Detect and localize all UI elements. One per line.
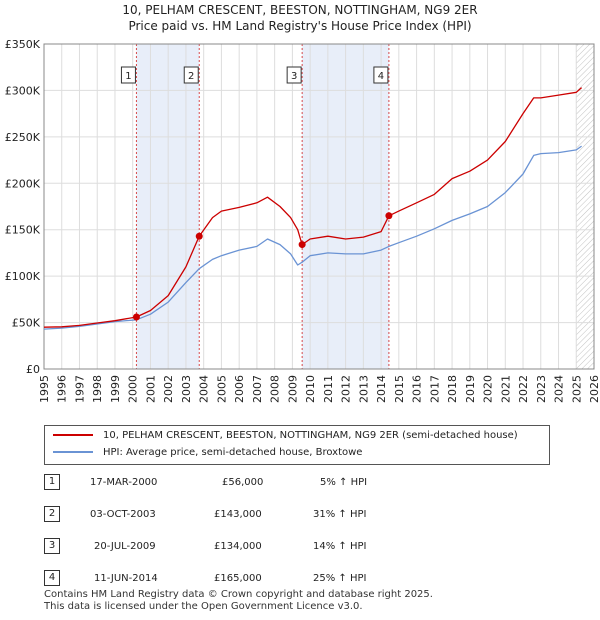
x-tick-label: 2021 [499, 375, 512, 403]
x-tick-label: 2022 [517, 375, 530, 403]
sale-hpi-change: 14% ↑ HPI [313, 541, 367, 552]
x-tick-label: 2005 [215, 375, 228, 403]
x-tick-label: 2023 [535, 375, 548, 403]
x-tick-label: 2015 [393, 375, 406, 403]
sale-hpi-change: 31% ↑ HPI [313, 509, 367, 520]
x-tick-label: 1997 [73, 375, 86, 403]
sale-label-text: 3 [291, 71, 297, 82]
x-tick-label: 2002 [162, 375, 175, 403]
sale-price: £143,000 [214, 509, 262, 520]
x-tick-label: 2013 [357, 375, 370, 403]
chart-legend: 10, PELHAM CRESCENT, BEESTON, NOTTINGHAM… [44, 425, 550, 465]
table-row: 3 20-JUL-2009 £134,000 14% ↑ HPI [44, 538, 404, 558]
legend-swatch-hpi [53, 451, 93, 453]
y-tick-label: £100K [5, 270, 41, 283]
legend-swatch-property [53, 434, 93, 436]
property-series-line [43, 87, 583, 328]
chart-subtitle: Price paid vs. HM Land Registry's House … [128, 19, 472, 33]
footer-copyright: Contains HM Land Registry data © Crown c… [44, 589, 433, 600]
forecast-hatch [576, 44, 594, 369]
footer: Contains HM Land Registry data © Crown c… [44, 589, 433, 613]
x-tick-label: 2000 [127, 375, 140, 403]
x-tick-label: 2026 [588, 375, 600, 403]
sale-price: £165,000 [214, 573, 262, 584]
x-tick-label: 2003 [180, 375, 193, 403]
x-tick-label: 2010 [304, 375, 317, 403]
x-tick-label: 2020 [482, 375, 495, 403]
x-tick-label: 2014 [375, 375, 388, 403]
sale-label-box [120, 66, 136, 84]
sale-label-box [183, 66, 199, 84]
legend-item-hpi: HPI: Average price, semi-detached house,… [53, 445, 362, 461]
legend-label-property: 10, PELHAM CRESCENT, BEESTON, NOTTINGHAM… [103, 430, 518, 441]
sale-number-badge: 3 [44, 538, 60, 554]
y-tick-label: £0 [26, 363, 40, 376]
sale-hpi-change: 25% ↑ HPI [313, 573, 367, 584]
sale-date: 20-JUL-2009 [94, 541, 156, 552]
legend-label-hpi: HPI: Average price, semi-detached house,… [103, 447, 363, 458]
sale-point [195, 232, 203, 240]
chart-title: 10, PELHAM CRESCENT, BEESTON, NOTTINGHAM… [122, 3, 478, 17]
sale-label-text: 1 [125, 71, 131, 82]
sale-point [298, 241, 306, 249]
x-tick-label: 2016 [411, 375, 424, 403]
x-tick-label: 1995 [38, 375, 51, 403]
x-tick-label: 1999 [109, 375, 122, 403]
table-row: 4 11-JUN-2014 £165,000 25% ↑ HPI [44, 570, 404, 590]
x-tick-label: 2001 [144, 375, 157, 403]
x-tick-label: 2008 [269, 375, 282, 403]
x-tick-label: 2011 [322, 375, 335, 403]
sale-label-box [373, 66, 389, 84]
sale-point [132, 313, 140, 321]
hpi-series-line [43, 145, 582, 330]
footer-license: This data is licensed under the Open Gov… [44, 601, 363, 612]
y-tick-label: £350K [5, 38, 41, 51]
x-tick-label: 2012 [340, 375, 353, 403]
price-chart: £0 £50K £100K £150K £200K £250K £300K £350K 1995… [5, 38, 600, 403]
sale-point [385, 212, 393, 220]
sale-date: 17-MAR-2000 [90, 477, 158, 488]
y-tick-label: £150K [5, 224, 41, 237]
x-tick-label: 2007 [251, 375, 264, 403]
sale-label-box [286, 66, 302, 84]
table-row: 2 03-OCT-2003 £143,000 31% ↑ HPI [44, 506, 404, 526]
x-tick-label: 2009 [286, 375, 299, 403]
y-tick-label: £200K [5, 177, 41, 190]
sale-date: 11-JUN-2014 [94, 573, 158, 584]
table-row: 1 17-MAR-2000 £56,000 5% ↑ HPI [44, 474, 404, 494]
x-tick-label: 2006 [233, 375, 246, 403]
x-tick-label: 2024 [553, 375, 566, 403]
sale-number-badge: 2 [44, 506, 60, 522]
sale-date: 03-OCT-2003 [90, 509, 156, 520]
sale-price: £134,000 [214, 541, 262, 552]
sale-label-text: 2 [188, 71, 194, 82]
x-tick-label: 2019 [464, 375, 477, 403]
x-tick-label: 2004 [198, 375, 211, 403]
y-tick-label: £50K [12, 317, 41, 330]
sale-label-text: 4 [378, 71, 384, 82]
y-tick-label: £300K [5, 84, 41, 97]
x-tick-label: 1996 [56, 375, 69, 403]
sale-price: £56,000 [222, 477, 264, 488]
y-tick-label: £250K [5, 131, 41, 144]
sale-number-badge: 1 [44, 474, 60, 490]
legend-item-property: 10, PELHAM CRESCENT, BEESTON, NOTTINGHAM… [53, 428, 518, 444]
x-tick-label: 2018 [446, 375, 459, 403]
sale-hpi-change: 5% ↑ HPI [320, 477, 368, 488]
x-tick-label: 2025 [570, 375, 583, 403]
x-tick-label: 1998 [91, 375, 104, 403]
plot-frame [43, 43, 595, 370]
sale-number-badge: 4 [44, 570, 60, 586]
x-tick-label: 2017 [428, 375, 441, 403]
